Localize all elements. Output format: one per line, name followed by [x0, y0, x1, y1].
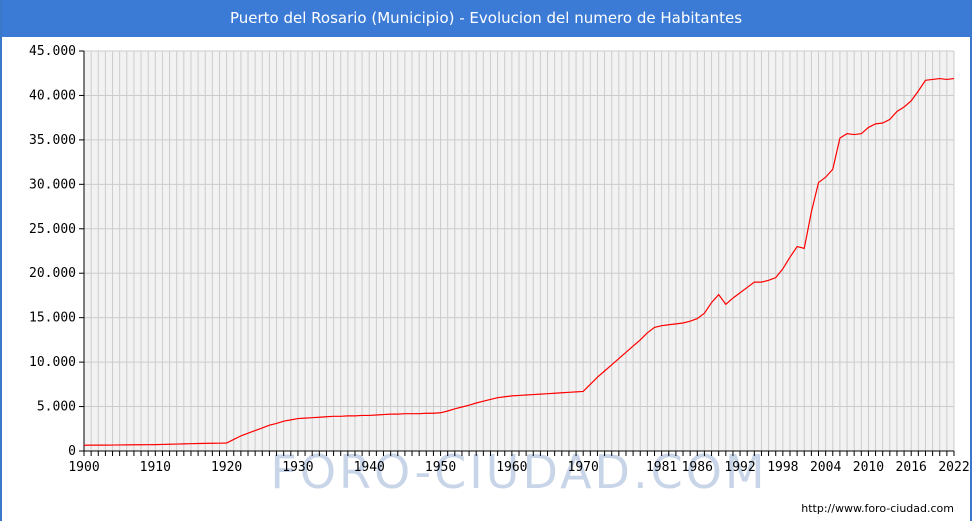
y-tick-label: 45.000 [29, 44, 76, 59]
y-tick-label: 10.000 [29, 355, 76, 370]
x-tick-label: 1930 [282, 460, 313, 475]
x-tick-label: 2004 [810, 460, 841, 475]
x-tick-label: 2010 [853, 460, 884, 475]
y-tick-label: 5.000 [37, 400, 76, 415]
y-tick-label: 0 [68, 444, 76, 459]
x-tick-label: 2016 [896, 460, 927, 475]
x-gridlines [83, 51, 955, 456]
x-tick-label: 1950 [425, 460, 456, 475]
x-tick-label: 1981 [646, 460, 677, 475]
chart-title: Puerto del Rosario (Municipio) - Evoluci… [2, 0, 970, 37]
y-tick-label: 40.000 [29, 88, 76, 103]
watermark-text: FORO-CIUDAD.COM [270, 445, 767, 499]
y-tick-label: 35.000 [29, 133, 76, 148]
x-tick-label: 1970 [568, 460, 599, 475]
x-tick-label: 1910 [140, 460, 171, 475]
y-tick-label: 30.000 [29, 177, 76, 192]
y-tick-labels: 0 5.000 10.000 15.000 20.000 25.000 30.000 35.0… [29, 44, 76, 459]
source-url: http://www.foro-ciudad.com [801, 502, 954, 515]
x-tick-label: 1900 [68, 460, 99, 475]
x-tick-label: 1920 [211, 460, 242, 475]
x-tick-label: 1998 [767, 460, 798, 475]
x-tick-labels: 1900 1910 1920 1930 1940 1950 1960 1970 1981 1986… [68, 460, 969, 475]
y-tick-label: 15.000 [29, 311, 76, 326]
x-tick-label: 1992 [724, 460, 755, 475]
y-tick-label: 25.000 [29, 222, 76, 237]
axes [83, 51, 954, 452]
x-tick-label: 1960 [496, 460, 527, 475]
x-tick-label: 1986 [682, 460, 713, 475]
x-tick-label: 2022 [938, 460, 969, 475]
x-tick-label: 1940 [354, 460, 385, 475]
y-tick-label: 20.000 [29, 266, 76, 281]
population-series-line [83, 77, 955, 446]
